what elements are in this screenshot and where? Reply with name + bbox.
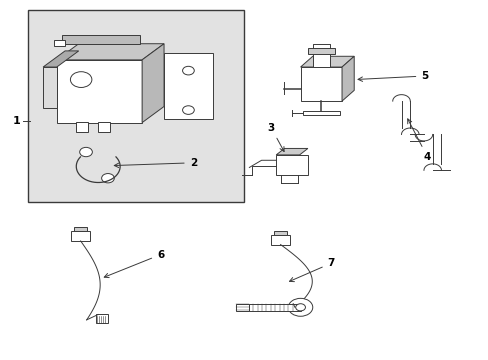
Polygon shape: [300, 56, 353, 67]
Polygon shape: [142, 44, 163, 123]
Bar: [57, 60, 142, 123]
Text: 6: 6: [104, 249, 164, 278]
Circle shape: [80, 147, 92, 157]
Bar: [312, 53, 329, 67]
Bar: [300, 67, 341, 101]
Polygon shape: [341, 56, 353, 101]
Bar: [98, 122, 110, 132]
Bar: [307, 48, 334, 54]
Polygon shape: [276, 148, 307, 155]
Bar: [76, 122, 88, 132]
Text: 7: 7: [289, 258, 334, 282]
Circle shape: [288, 298, 312, 316]
Bar: [43, 67, 57, 108]
Bar: [249, 304, 300, 311]
Polygon shape: [57, 44, 163, 60]
Text: 3: 3: [267, 123, 284, 152]
Bar: [74, 227, 87, 231]
Bar: [54, 40, 65, 45]
Text: 1: 1: [12, 116, 20, 126]
Bar: [276, 155, 307, 175]
Bar: [96, 315, 108, 323]
Bar: [163, 53, 212, 119]
Bar: [27, 10, 244, 202]
Bar: [61, 35, 140, 44]
Bar: [71, 231, 90, 241]
Bar: [271, 234, 289, 244]
Text: 5: 5: [357, 71, 427, 81]
Circle shape: [70, 72, 92, 87]
Text: 2: 2: [114, 158, 197, 168]
Circle shape: [295, 304, 305, 311]
Circle shape: [102, 174, 114, 183]
Bar: [303, 111, 339, 115]
Polygon shape: [43, 51, 79, 67]
Text: 4: 4: [407, 119, 430, 162]
Bar: [273, 231, 287, 234]
Bar: [235, 304, 249, 311]
